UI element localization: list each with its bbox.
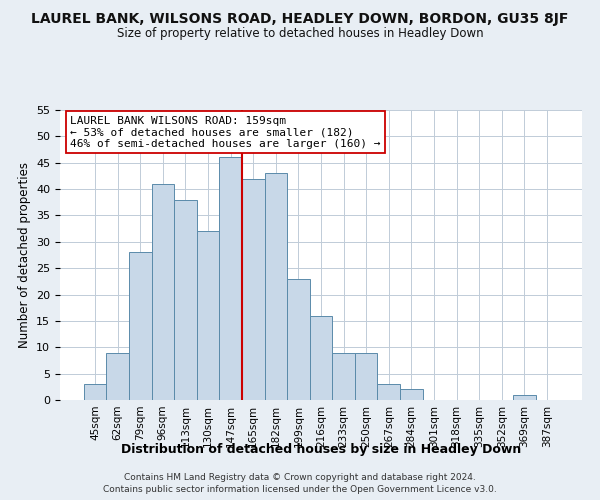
Bar xyxy=(513,394,536,400)
Bar xyxy=(152,184,174,400)
Y-axis label: Number of detached properties: Number of detached properties xyxy=(17,162,31,348)
Bar xyxy=(332,352,355,400)
Bar xyxy=(197,232,220,400)
Text: LAUREL BANK WILSONS ROAD: 159sqm
← 53% of detached houses are smaller (182)
46% : LAUREL BANK WILSONS ROAD: 159sqm ← 53% o… xyxy=(70,116,381,149)
Bar xyxy=(377,384,400,400)
Text: Contains HM Land Registry data © Crown copyright and database right 2024.: Contains HM Land Registry data © Crown c… xyxy=(124,472,476,482)
Text: Size of property relative to detached houses in Headley Down: Size of property relative to detached ho… xyxy=(116,28,484,40)
Text: Distribution of detached houses by size in Headley Down: Distribution of detached houses by size … xyxy=(121,442,521,456)
Bar xyxy=(400,390,422,400)
Bar xyxy=(129,252,152,400)
Bar xyxy=(310,316,332,400)
Text: LAUREL BANK, WILSONS ROAD, HEADLEY DOWN, BORDON, GU35 8JF: LAUREL BANK, WILSONS ROAD, HEADLEY DOWN,… xyxy=(31,12,569,26)
Bar xyxy=(355,352,377,400)
Bar xyxy=(287,278,310,400)
Text: Contains public sector information licensed under the Open Government Licence v3: Contains public sector information licen… xyxy=(103,485,497,494)
Bar xyxy=(265,174,287,400)
Bar xyxy=(106,352,129,400)
Bar xyxy=(84,384,106,400)
Bar xyxy=(220,158,242,400)
Bar xyxy=(174,200,197,400)
Bar xyxy=(242,178,265,400)
